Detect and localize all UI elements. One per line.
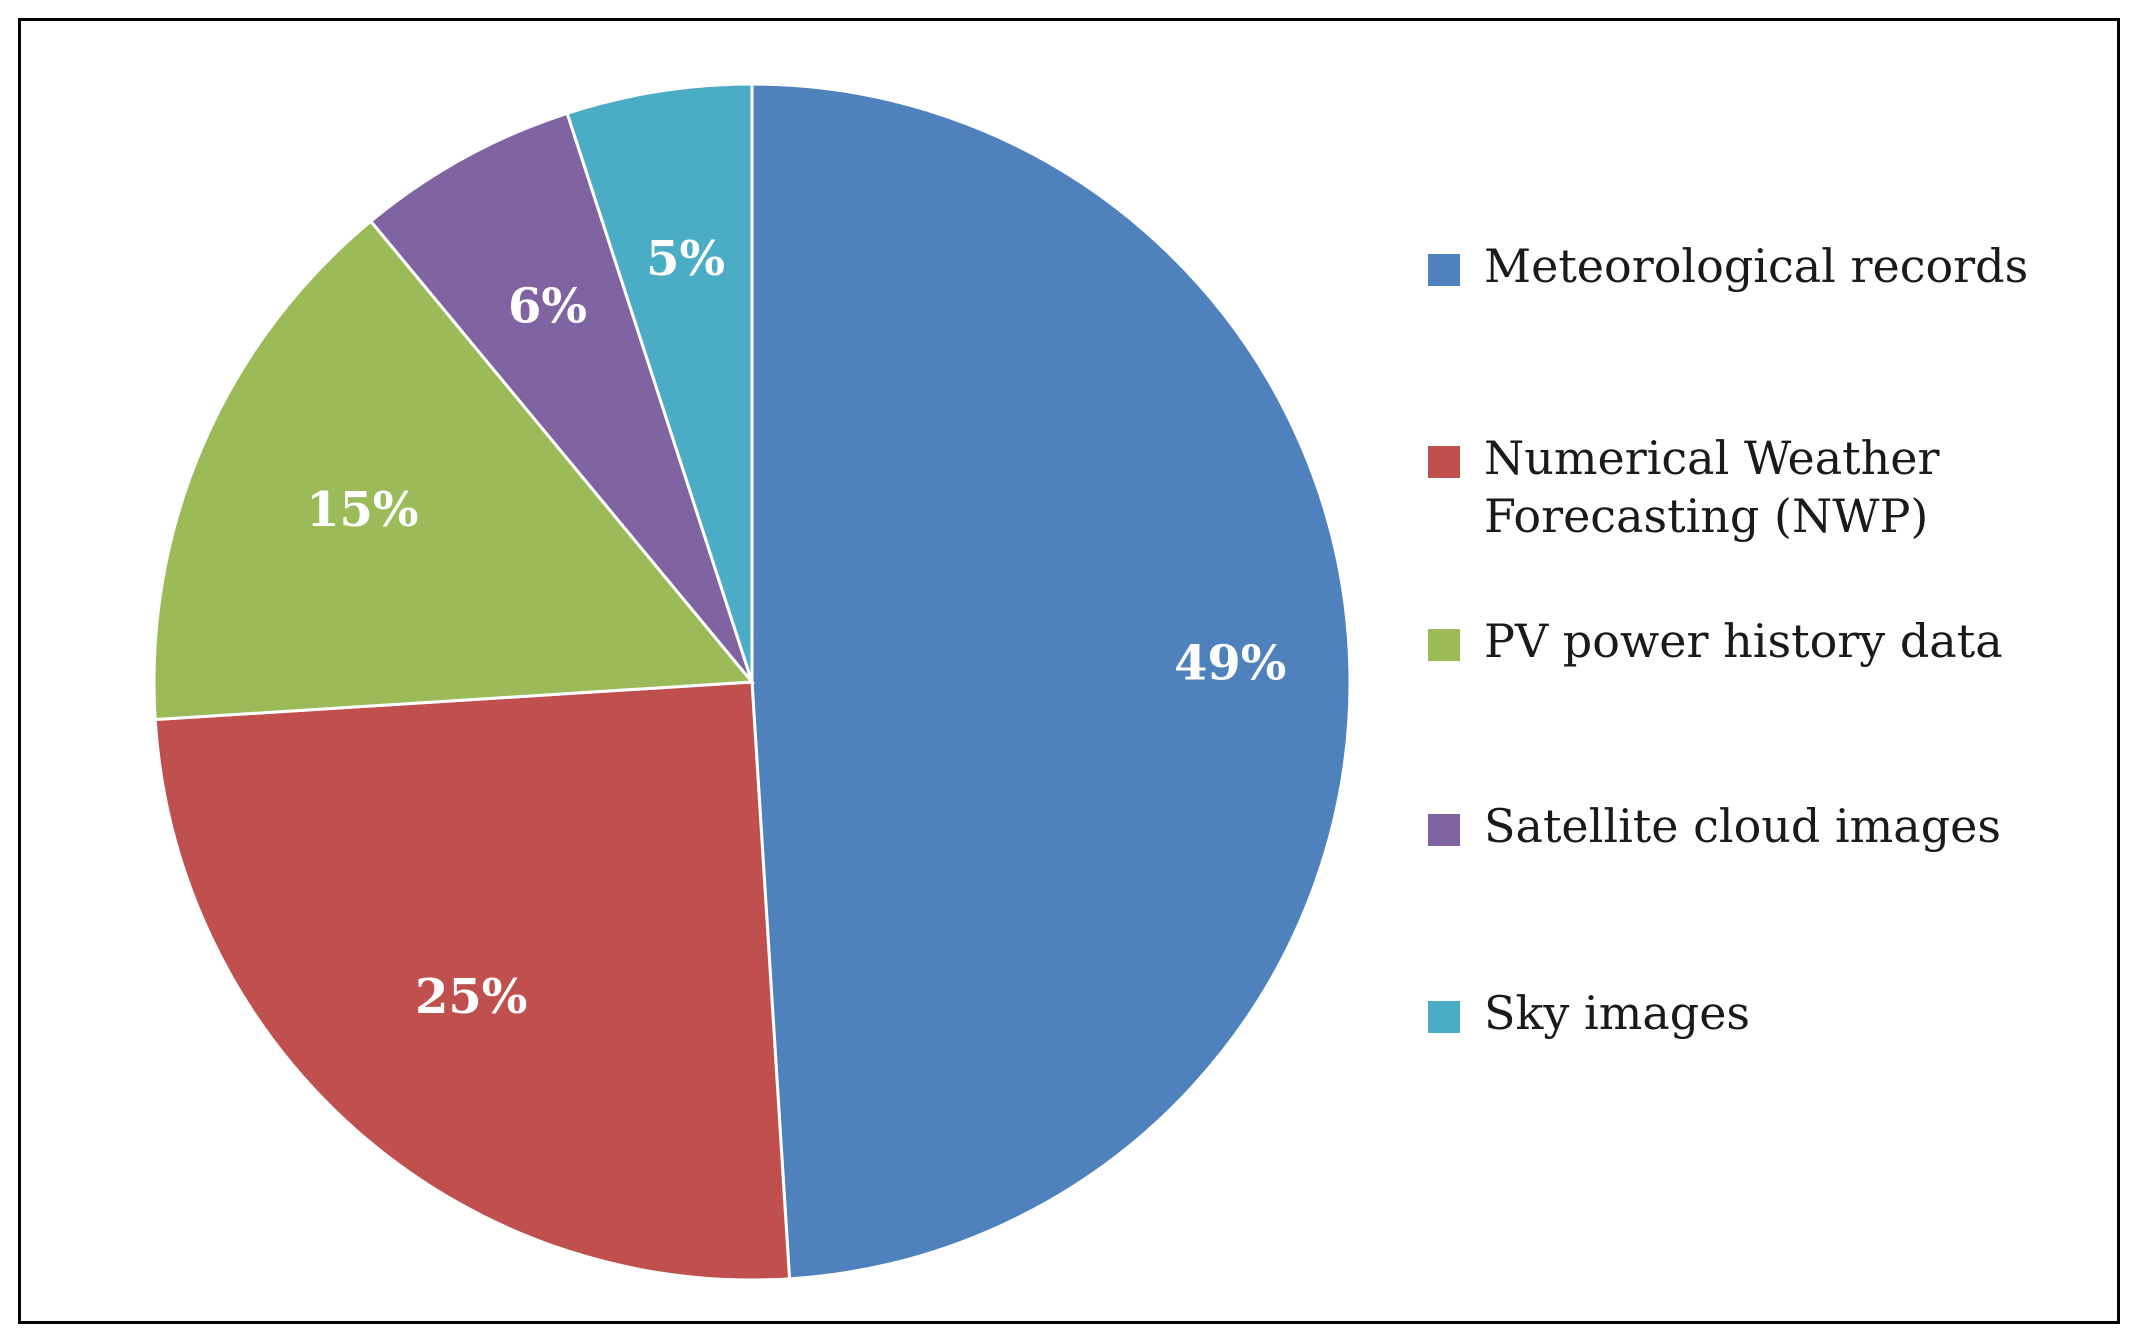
slice-label-pv-power-history-data: 15% <box>306 482 418 538</box>
legend-item-satellite-cloud-images: Satellite cloud images <box>1428 799 2001 853</box>
legend-label-satellite-cloud-images: Satellite cloud images <box>1484 799 2001 853</box>
legend-swatch-satellite-cloud-images <box>1428 814 1460 846</box>
slice-label-satellite-cloud-images: 6% <box>508 278 587 334</box>
legend-label-numerical-weather-forecasting-nwp: Numerical Weather Forecasting (NWP) <box>1484 431 1939 543</box>
legend-label-pv-power-history-data: PV power history data <box>1484 614 2003 668</box>
legend-item-meteorological-records: Meteorological records <box>1428 239 2028 293</box>
slice-label-numerical-weather-forecasting-nwp: 25% <box>415 969 527 1025</box>
legend-item-sky-images: Sky images <box>1428 986 1750 1040</box>
pie-slice-meteorological-records <box>750 82 1352 1281</box>
legend-swatch-pv-power-history-data <box>1428 629 1460 661</box>
pie-slice-sky-images <box>565 82 754 683</box>
legend-swatch-numerical-weather-forecasting-nwp <box>1428 446 1460 478</box>
legend-item-pv-power-history-data: PV power history data <box>1428 614 2003 668</box>
legend-swatch-sky-images <box>1428 1001 1460 1033</box>
slice-labels: 49% 25% 15% 6% 5% <box>306 231 1286 1025</box>
pie-slice-numerical-weather-forecasting-nwp <box>153 680 792 1282</box>
pie-slices <box>152 82 1352 1282</box>
slice-label-sky-images: 5% <box>646 231 725 287</box>
legend-label-sky-images: Sky images <box>1484 986 1750 1040</box>
legend: Meteorological records Numerical Weather F… <box>1428 239 2028 1040</box>
slice-label-meteorological-records: 49% <box>1174 636 1286 692</box>
pie-slice-satellite-cloud-images <box>368 111 754 683</box>
pie-slice-pv-power-history-data <box>152 219 756 722</box>
legend-item-numerical-weather-forecasting-nwp: Numerical Weather Forecasting (NWP) <box>1428 431 1939 543</box>
legend-label-meteorological-records: Meteorological records <box>1484 239 2028 293</box>
legend-swatch-meteorological-records <box>1428 254 1460 286</box>
